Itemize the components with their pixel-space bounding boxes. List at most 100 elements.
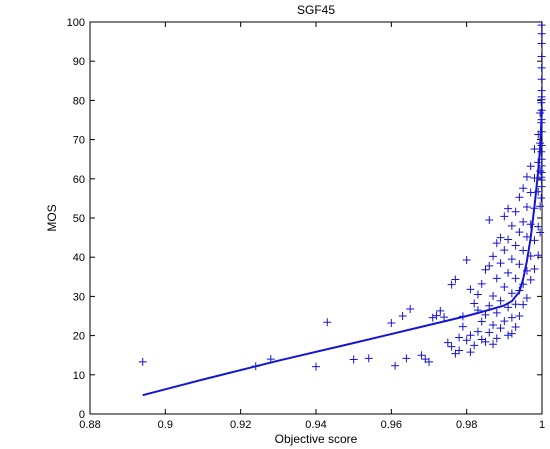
data-point (515, 228, 524, 237)
data-point (522, 172, 531, 181)
data-point (537, 141, 546, 150)
data-point (507, 255, 516, 264)
y-tick-label: 10 (73, 370, 85, 382)
data-point (537, 95, 546, 104)
data-point (504, 268, 513, 277)
data-point (481, 310, 490, 319)
data-point (447, 342, 456, 351)
data-point (496, 259, 505, 268)
data-point (349, 355, 358, 364)
data-point (526, 188, 535, 197)
data-point (481, 265, 490, 274)
data-point (455, 346, 464, 355)
data-point (515, 193, 524, 202)
data-point (515, 260, 524, 269)
data-point (519, 246, 528, 255)
data-point (507, 221, 516, 230)
data-point (537, 86, 546, 95)
data-point (511, 322, 520, 331)
data-point (511, 241, 520, 250)
data-point (507, 313, 516, 322)
data-point (489, 252, 498, 261)
y-tick-label: 100 (67, 17, 85, 29)
data-point (466, 331, 475, 340)
scatter-points (138, 21, 546, 371)
x-axis-label: Objective score (275, 432, 358, 446)
data-point (530, 145, 539, 154)
data-point (500, 212, 509, 221)
data-point (440, 313, 449, 322)
y-tick-label: 20 (73, 331, 85, 343)
data-point (489, 292, 498, 301)
data-point (398, 312, 407, 320)
x-tick-labels: 0.88 0.9 0.92 0.94 0.96 0.98 1 (79, 419, 545, 431)
data-point (481, 337, 490, 346)
data-point (500, 317, 509, 326)
data-point (436, 306, 445, 315)
data-point (477, 317, 486, 326)
data-point (417, 351, 426, 360)
data-point (496, 233, 505, 242)
x-tick-label: 0.9 (158, 419, 173, 431)
data-point (406, 304, 415, 313)
data-point (489, 340, 498, 349)
data-point (485, 301, 494, 310)
data-point (536, 228, 545, 237)
x-tick-label: 1 (539, 419, 545, 431)
data-point (496, 324, 505, 333)
data-point (492, 274, 501, 283)
data-point (432, 311, 441, 320)
data-point (526, 220, 535, 229)
data-point (466, 348, 475, 357)
data-point (507, 329, 516, 338)
data-point (451, 275, 460, 284)
data-point (511, 207, 520, 216)
data-point (536, 202, 545, 211)
x-tick-label: 0.94 (305, 419, 326, 431)
y-tick-label: 90 (73, 56, 85, 68)
data-point (473, 327, 482, 336)
data-point (447, 280, 456, 289)
y-tick-label: 0 (79, 409, 85, 421)
data-point (489, 321, 498, 330)
data-point (402, 354, 411, 363)
data-point (492, 334, 501, 343)
data-point (138, 357, 147, 366)
data-point (391, 361, 400, 370)
data-point (485, 261, 494, 270)
data-point (504, 235, 513, 244)
data-point (323, 318, 332, 327)
data-point (443, 338, 452, 347)
data-point (507, 289, 516, 298)
data-point (470, 299, 479, 308)
data-point (425, 357, 433, 366)
data-point (312, 362, 320, 371)
data-point (537, 75, 546, 84)
plot-background (89, 21, 543, 415)
data-point (537, 29, 546, 38)
data-point (530, 236, 539, 245)
data-point (511, 300, 520, 309)
data-point (522, 293, 531, 302)
data-point (537, 63, 546, 72)
data-point (504, 331, 513, 340)
chart-title: SGF45 (297, 3, 335, 17)
data-point (537, 52, 546, 61)
data-point (500, 246, 509, 255)
data-point (519, 217, 528, 226)
data-point (492, 308, 501, 317)
data-point (522, 232, 531, 241)
data-point (485, 328, 494, 337)
data-point (534, 251, 543, 260)
y-axis-label: MOS (45, 204, 59, 231)
data-point (462, 255, 471, 264)
data-point (462, 336, 471, 345)
x-tick-label: 0.98 (456, 419, 477, 431)
fit-line (142, 108, 543, 397)
data-point (522, 203, 531, 212)
data-point (511, 274, 520, 283)
data-point (530, 264, 539, 273)
x-tick-label: 0.92 (230, 419, 251, 431)
y-tick-label: 40 (73, 252, 85, 264)
